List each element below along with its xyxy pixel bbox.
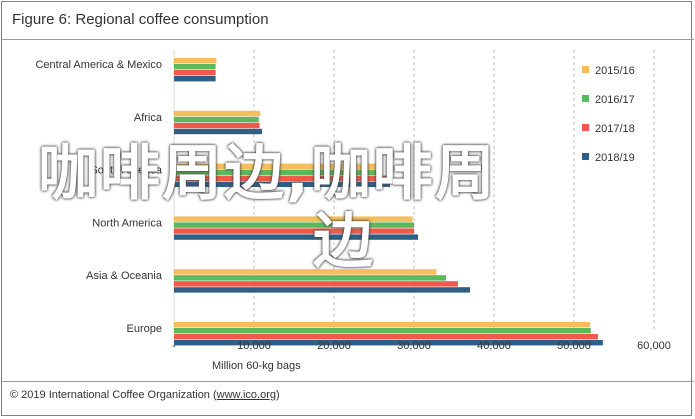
legend-swatch [582, 153, 589, 160]
bar-2015-16 [174, 110, 261, 117]
x-tick-label: 40,000 [477, 340, 511, 352]
bar-2017-18 [174, 70, 216, 76]
x-tick-label: 30,000 [397, 340, 431, 352]
category-label: Africa [134, 112, 163, 124]
x-axis-label: Million 60-kg bags [212, 360, 301, 372]
bar-2016-17 [174, 275, 446, 281]
bar-2015-16 [174, 216, 413, 222]
legend-label: 2016/17 [595, 94, 635, 106]
category-label: Asia & Oceania [86, 270, 163, 282]
bar-2018-19 [174, 128, 262, 135]
category-label: Europe [127, 323, 162, 335]
bar-2017-18 [174, 334, 598, 340]
bar-2015-16 [174, 163, 376, 169]
bar-2016-17 [174, 328, 591, 334]
bar-2015-16 [174, 269, 437, 275]
x-tick-label: 50,000 [557, 340, 591, 352]
copyright-text: © 2019 International Coffee Organization [10, 389, 210, 401]
bar-2016-17 [174, 169, 382, 175]
legend-label: 2015/16 [595, 65, 635, 77]
source-link[interactable]: www.ico.org [216, 389, 276, 401]
x-tick-label: - [172, 340, 176, 352]
x-tick-label: 60,000 [637, 340, 671, 352]
watermark-text: 咖啡周边,咖啡周 边 [38, 140, 638, 276]
x-tick-label: 10,000 [237, 340, 271, 352]
watermark-line-2: 边 [313, 207, 375, 277]
legend-label: 2018/19 [595, 152, 635, 164]
bar-2018-19 [174, 76, 216, 82]
bar-2016-17 [174, 116, 259, 123]
category-label: South America [90, 165, 162, 177]
x-tick-label: 20,000 [317, 340, 351, 352]
footer: © 2019 International Coffee Organization… [10, 389, 280, 401]
bar-2018-19 [174, 181, 390, 187]
bar-2017-18 [174, 175, 386, 181]
bar-2015-16 [174, 322, 590, 328]
bar-2018-19 [174, 234, 418, 240]
bar-2017-18 [174, 122, 260, 129]
legend-swatch [582, 95, 589, 102]
footer-divider [1, 381, 694, 382]
title-divider [1, 39, 694, 40]
category-label: North America [92, 217, 163, 229]
category-label: Central America & Mexico [35, 59, 162, 71]
legend-swatch [582, 66, 589, 73]
bar-2016-17 [174, 222, 414, 228]
legend-swatch [582, 124, 589, 131]
bar-2018-19 [174, 287, 470, 293]
bar-2018-19 [174, 340, 603, 346]
watermark-line-1: 咖啡周边,咖啡周 [38, 139, 497, 209]
bar-2016-17 [174, 64, 216, 70]
chart-title: Figure 6: Regional coffee consumption [12, 11, 269, 28]
bar-2017-18 [174, 228, 414, 234]
bar-2017-18 [174, 281, 458, 287]
bar-2015-16 [174, 58, 217, 64]
legend-label: 2017/18 [595, 123, 635, 135]
